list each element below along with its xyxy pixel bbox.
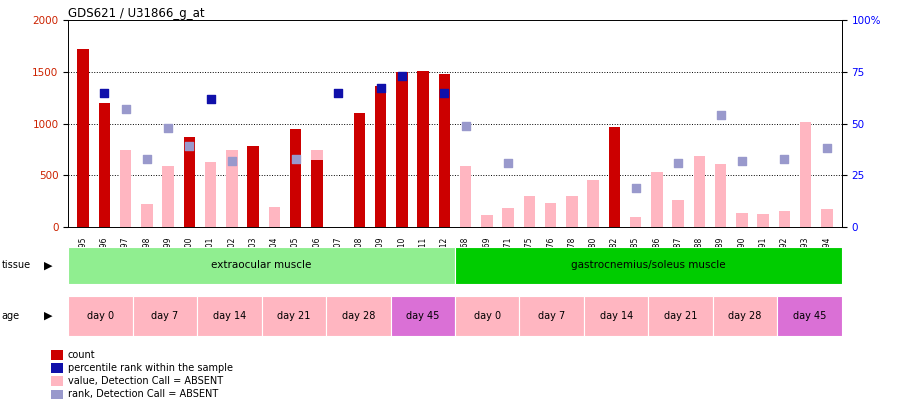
Bar — [566, 196, 578, 227]
Bar — [757, 214, 769, 227]
Text: day 21: day 21 — [664, 311, 697, 321]
Bar — [713, 296, 777, 336]
Bar — [651, 172, 662, 227]
Bar — [418, 71, 429, 227]
Point — [139, 156, 154, 162]
Bar — [51, 350, 63, 360]
Text: age: age — [2, 311, 20, 321]
Point — [182, 143, 197, 149]
Point — [118, 106, 133, 112]
Bar — [455, 247, 842, 284]
Bar — [51, 377, 63, 386]
Point — [331, 90, 346, 96]
Bar — [439, 74, 450, 227]
Text: day 21: day 21 — [278, 311, 310, 321]
Text: day 28: day 28 — [728, 311, 762, 321]
Bar — [268, 207, 280, 227]
Bar — [396, 72, 408, 227]
Bar — [587, 180, 599, 227]
Text: extraocular muscle: extraocular muscle — [211, 260, 312, 270]
Bar — [630, 217, 642, 227]
Text: percentile rank within the sample: percentile rank within the sample — [67, 363, 233, 373]
Text: day 7: day 7 — [151, 311, 178, 321]
Text: ▶: ▶ — [44, 260, 52, 270]
Point — [734, 158, 749, 164]
Bar — [821, 209, 833, 227]
Bar — [262, 296, 326, 336]
Bar — [800, 122, 812, 227]
Bar — [777, 296, 842, 336]
Bar — [714, 164, 726, 227]
Bar — [584, 296, 648, 336]
Bar — [51, 390, 63, 399]
Text: day 0: day 0 — [474, 311, 501, 321]
Point — [777, 156, 792, 162]
Bar — [98, 103, 110, 227]
Bar — [77, 49, 89, 227]
Bar — [133, 296, 197, 336]
Bar — [460, 166, 471, 227]
Point — [671, 160, 685, 166]
Bar — [311, 150, 323, 227]
Bar — [68, 296, 133, 336]
Point — [288, 156, 303, 162]
Bar — [205, 162, 217, 227]
Text: day 14: day 14 — [600, 311, 632, 321]
Point — [713, 112, 728, 119]
Text: count: count — [67, 350, 96, 360]
Text: day 14: day 14 — [213, 311, 246, 321]
Text: tissue: tissue — [2, 260, 31, 270]
Point — [628, 184, 642, 191]
Point — [203, 96, 217, 102]
Text: ▶: ▶ — [44, 311, 52, 321]
Bar — [609, 127, 621, 227]
Bar — [197, 296, 262, 336]
Bar — [353, 113, 365, 227]
Point — [820, 145, 834, 151]
Point — [97, 90, 112, 96]
Text: day 45: day 45 — [793, 311, 826, 321]
Bar — [520, 296, 584, 336]
Text: GDS621 / U31866_g_at: GDS621 / U31866_g_at — [68, 7, 205, 20]
Point — [459, 122, 473, 129]
Text: rank, Detection Call = ABSENT: rank, Detection Call = ABSENT — [67, 389, 217, 399]
Bar — [736, 213, 748, 227]
Bar — [289, 129, 301, 227]
Text: day 28: day 28 — [341, 311, 375, 321]
Bar — [648, 296, 713, 336]
Bar — [502, 208, 514, 227]
Text: day 7: day 7 — [538, 311, 565, 321]
Bar — [455, 296, 520, 336]
Point — [395, 73, 410, 79]
Point — [373, 85, 388, 92]
Bar — [248, 146, 259, 227]
Point — [437, 90, 451, 96]
Bar — [545, 203, 557, 227]
Bar — [120, 150, 131, 227]
Bar — [481, 215, 492, 227]
Bar — [326, 296, 390, 336]
Bar — [68, 247, 455, 284]
Bar — [184, 137, 196, 227]
Bar — [779, 211, 790, 227]
Bar — [311, 160, 323, 227]
Bar — [226, 150, 238, 227]
Bar — [375, 86, 387, 227]
Point — [501, 160, 515, 166]
Point — [161, 124, 176, 131]
Bar — [162, 166, 174, 227]
Text: day 0: day 0 — [87, 311, 114, 321]
Bar — [693, 156, 705, 227]
Bar — [51, 363, 63, 373]
Point — [225, 158, 239, 164]
Bar — [141, 204, 153, 227]
Text: day 45: day 45 — [406, 311, 440, 321]
Bar — [672, 200, 684, 227]
Bar — [390, 296, 455, 336]
Text: value, Detection Call = ABSENT: value, Detection Call = ABSENT — [67, 376, 223, 386]
Bar — [523, 196, 535, 227]
Text: gastrocnemius/soleus muscle: gastrocnemius/soleus muscle — [571, 260, 725, 270]
